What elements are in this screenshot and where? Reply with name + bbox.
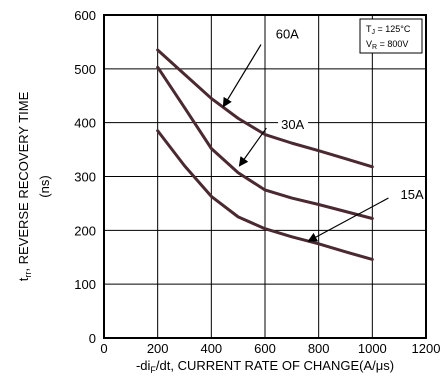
series-lines: [156, 48, 374, 261]
x-tick-label: 1000: [358, 341, 387, 356]
grid-lines: [104, 15, 426, 338]
annotation-arrow: [307, 197, 389, 242]
y-tick-label: 100: [74, 277, 96, 292]
annotation-label-30a: 30A: [281, 117, 304, 132]
y-axis-title: trr, REVERSE RECOVERY TIME: [16, 91, 33, 281]
annotation-label-60a: 60A: [276, 27, 299, 42]
y-tick-label: 600: [74, 8, 96, 23]
y-tick-label: 500: [74, 62, 96, 77]
series-line-30a: [156, 65, 374, 220]
annotation-label-bg: [397, 187, 428, 204]
y-tick-label: 0: [89, 331, 96, 346]
x-tick-label: 400: [200, 341, 222, 356]
x-tick-label: 1200: [412, 341, 441, 356]
x-tick-label: 0: [100, 341, 107, 356]
x-tick-label: 800: [308, 341, 330, 356]
x-axis-label: -diF/dt, CURRENT RATE OF CHANGE(A/μs): [136, 358, 394, 375]
annotation-label-bg: [272, 26, 303, 43]
y-axis-label: trr, REVERSE RECOVERY TIME (ns): [16, 91, 52, 281]
annotations: 60A 30A 15A: [222, 26, 428, 242]
x-tick-label: 200: [147, 341, 169, 356]
plot-frame: [103, 14, 427, 339]
y-tick-label: 200: [74, 223, 96, 238]
y-tick-label: 400: [74, 116, 96, 131]
annotation-label-bg: [278, 117, 309, 134]
x-tick-label: 600: [254, 341, 276, 356]
condition-voltage: VR = 800V: [366, 39, 408, 51]
y-tick-labels: 0 100 200 300 400 500 600: [74, 8, 96, 346]
series-line-60a: [156, 48, 374, 169]
annotation-arrow: [238, 127, 267, 167]
condition-temperature: TJ = 125°C: [366, 24, 411, 36]
y-tick-label: 300: [74, 170, 96, 185]
annotation-label-15a: 15A: [401, 187, 424, 202]
y-axis-unit: (ns): [37, 175, 52, 197]
series-line-15a: [156, 129, 374, 261]
annotation-arrow: [222, 44, 262, 108]
x-tick-labels: 0 200 400 600 800 1000 1200: [100, 341, 440, 356]
conditions-box: TJ = 125°C VR = 800V: [359, 18, 423, 54]
